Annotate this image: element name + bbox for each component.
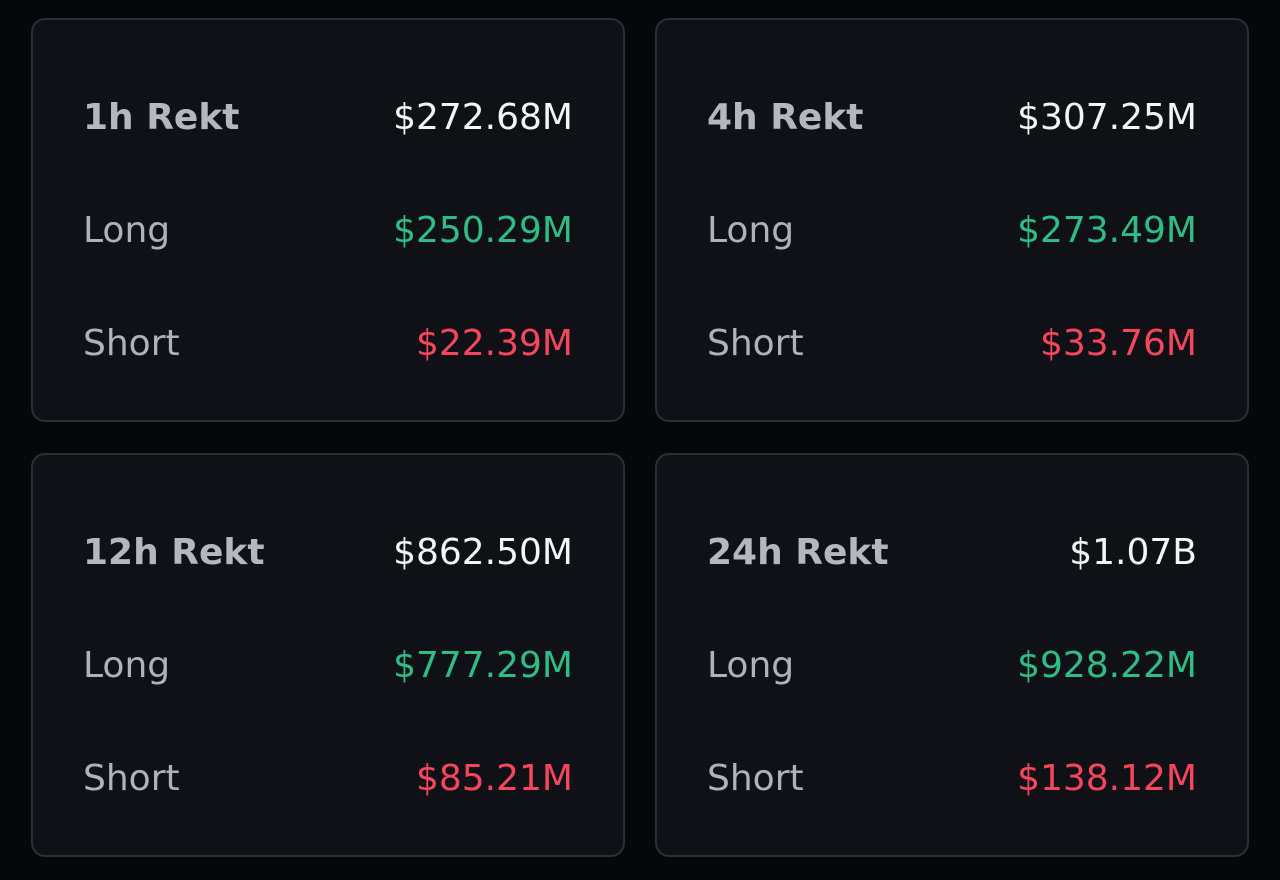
long-label: Long bbox=[83, 209, 171, 251]
short-value: $85.21M bbox=[415, 757, 573, 799]
long-value: $273.49M bbox=[1017, 209, 1197, 251]
total-value: $862.50M bbox=[393, 531, 573, 573]
total-row: 1h Rekt $272.68M bbox=[83, 92, 573, 142]
total-row: 12h Rekt $862.50M bbox=[83, 527, 573, 577]
total-value: $307.25M bbox=[1017, 96, 1197, 138]
rekt-card-4h: 4h Rekt $307.25M Long $273.49M Short $33… bbox=[655, 18, 1249, 422]
total-value: $1.07B bbox=[1069, 531, 1197, 573]
total-row: 4h Rekt $307.25M bbox=[707, 92, 1197, 142]
short-value: $22.39M bbox=[415, 322, 573, 364]
period-title: 24h Rekt bbox=[707, 531, 889, 573]
short-label: Short bbox=[707, 322, 804, 364]
long-value: $250.29M bbox=[393, 209, 573, 251]
short-label: Short bbox=[707, 757, 804, 799]
short-row: Short $85.21M bbox=[83, 753, 573, 803]
long-value: $777.29M bbox=[393, 644, 573, 686]
total-value: $272.68M bbox=[393, 96, 573, 138]
long-label: Long bbox=[83, 644, 171, 686]
long-label: Long bbox=[707, 644, 795, 686]
rekt-card-1h: 1h Rekt $272.68M Long $250.29M Short $22… bbox=[31, 18, 625, 422]
period-title: 12h Rekt bbox=[83, 531, 265, 573]
short-row: Short $22.39M bbox=[83, 318, 573, 368]
short-label: Short bbox=[83, 757, 180, 799]
long-value: $928.22M bbox=[1017, 644, 1197, 686]
long-row: Long $250.29M bbox=[83, 205, 573, 255]
short-row: Short $138.12M bbox=[707, 753, 1197, 803]
short-row: Short $33.76M bbox=[707, 318, 1197, 368]
rekt-card-12h: 12h Rekt $862.50M Long $777.29M Short $8… bbox=[31, 453, 625, 857]
long-label: Long bbox=[707, 209, 795, 251]
rekt-card-24h: 24h Rekt $1.07B Long $928.22M Short $138… bbox=[655, 453, 1249, 857]
long-row: Long $777.29M bbox=[83, 640, 573, 690]
period-title: 4h Rekt bbox=[707, 96, 864, 138]
short-label: Short bbox=[83, 322, 180, 364]
long-row: Long $928.22M bbox=[707, 640, 1197, 690]
total-row: 24h Rekt $1.07B bbox=[707, 527, 1197, 577]
short-value: $138.12M bbox=[1017, 757, 1197, 799]
long-row: Long $273.49M bbox=[707, 205, 1197, 255]
short-value: $33.76M bbox=[1039, 322, 1197, 364]
period-title: 1h Rekt bbox=[83, 96, 240, 138]
